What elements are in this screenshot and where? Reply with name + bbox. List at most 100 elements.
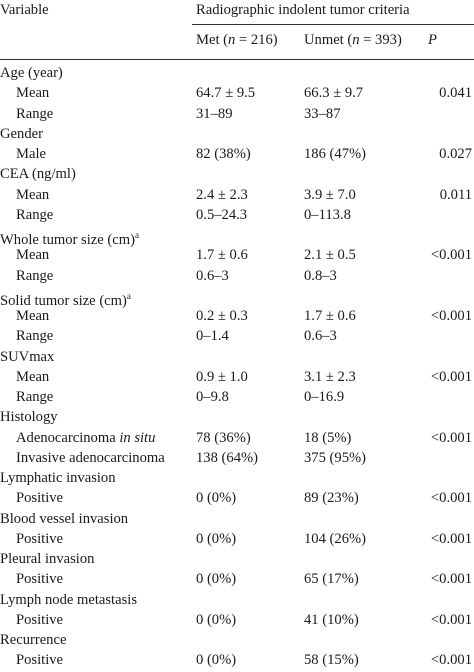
table-group-row: Histology (0, 407, 474, 429)
met-value: 0–1.4 (196, 328, 229, 345)
unmet-value: 2.1 ± 0.5 (304, 247, 356, 264)
met-value: 78 (36%) (196, 429, 251, 446)
p-value: <0.001 (430, 429, 472, 446)
row-label: Mean (16, 186, 50, 203)
p-value: <0.001 (430, 490, 472, 507)
table-row: Positive 0 (0%) 58 (15%) <0.001 (0, 650, 474, 672)
met-value: 0 (0%) (196, 652, 237, 669)
met-value: 0.5–24.3 (196, 206, 248, 223)
row-label: Positive (16, 611, 64, 628)
unmet-value: 186 (47%) (304, 146, 367, 162)
header-p: P (428, 32, 437, 48)
group-label: Solid tumor size (cm)a (0, 290, 131, 309)
table-group-row: Pleural invasion (0, 549, 474, 571)
p-value: <0.001 (430, 652, 472, 669)
group-label: CEA (ng/ml) (0, 166, 76, 183)
unmet-value: 18 (5%) (304, 429, 352, 446)
table-row: Mean 0.2 ± 0.3 1.7 ± 0.6 <0.001 (0, 306, 474, 328)
p-value: <0.001 (430, 368, 472, 385)
row-label: Male (16, 146, 46, 162)
unmet-value: 104 (26%) (304, 530, 367, 547)
header-group: Radiographic indolent tumor criteria (196, 2, 410, 18)
group-label: Pleural invasion (0, 551, 95, 567)
row-label: Range (16, 328, 54, 345)
header-group-rule (192, 24, 474, 25)
table-row: Range 0–9.8 0–16.9 (0, 387, 474, 409)
p-value: <0.001 (430, 308, 472, 324)
met-value: 0 (0%) (196, 571, 237, 588)
table-row: Range 0.5–24.3 0–113.8 (0, 205, 474, 227)
table-group-row: Age (year) (0, 63, 474, 85)
row-label: Range (16, 389, 54, 405)
row-label: Range (16, 105, 54, 122)
group-label: Gender (0, 125, 43, 142)
unmet-value: 0–16.9 (304, 389, 345, 405)
table-row: Positive 0 (0%) 65 (17%) <0.001 (0, 569, 474, 591)
table-group-row: Whole tumor size (cm)a (0, 225, 474, 248)
met-value: 2.4 ± 2.3 (196, 186, 248, 203)
header-unmet: Unmet (n = 393) (304, 32, 402, 48)
row-label: Mean (16, 368, 50, 385)
unmet-value: 0.8–3 (304, 267, 337, 284)
met-value: 31–89 (196, 105, 233, 122)
table-row: Positive 0 (0%) 89 (23%) <0.001 (0, 488, 474, 510)
group-label: Whole tumor size (cm)a (0, 230, 139, 248)
header-met: Met (n = 216) (196, 32, 278, 48)
unmet-value: 375 (95%) (304, 449, 367, 466)
row-label: Mean (16, 247, 50, 264)
row-label: Positive (16, 490, 64, 507)
header-variable: Variable (0, 2, 49, 18)
header-bottom-rule (0, 59, 474, 60)
unmet-value: 65 (17%) (304, 571, 359, 588)
p-value: 0.011 (439, 186, 472, 203)
p-value: <0.001 (430, 611, 472, 628)
row-label: Mean (16, 308, 50, 324)
met-value: 0 (0%) (196, 530, 237, 547)
met-value: 64.7 ± 9.5 (196, 85, 256, 102)
table-row: Mean 64.7 ± 9.5 66.3 ± 9.7 0.041 (0, 83, 474, 105)
table-row: Range 0–1.4 0.6–3 (0, 326, 474, 348)
table-group-row: Lymph node metastasis (0, 590, 474, 612)
met-value: 1.7 ± 0.6 (196, 247, 248, 264)
met-value: 0.2 ± 0.3 (196, 308, 248, 324)
unmet-value: 33–87 (304, 105, 341, 122)
row-label: Positive (16, 571, 64, 588)
row-label: Invasive adenocarcinoma (16, 449, 165, 466)
p-value: 0.027 (439, 146, 472, 162)
footnote-marker: a (126, 290, 131, 301)
table-row: Invasive adenocarcinoma 138 (64%) 375 (95%… (0, 448, 474, 470)
unmet-value: 66.3 ± 9.7 (304, 85, 364, 102)
p-value: <0.001 (430, 530, 472, 547)
table-group-row: Solid tumor size (cm)a (0, 286, 474, 309)
table-group-row: CEA (ng/ml) (0, 164, 474, 186)
met-value: 138 (64%) (196, 449, 259, 466)
unmet-value: 0–113.8 (304, 206, 351, 223)
p-value: <0.001 (430, 247, 472, 264)
table-group-row: Blood vessel invasion (0, 509, 474, 531)
table-row: Range 31–89 33–87 (0, 104, 474, 126)
unmet-value: 41 (10%) (304, 611, 359, 628)
row-label: Mean (16, 85, 50, 102)
group-label: Recurrence (0, 632, 67, 648)
group-label: Lymphatic invasion (0, 470, 116, 486)
group-label: SUVmax (0, 348, 55, 365)
p-value: 0.041 (439, 85, 472, 102)
met-value: 82 (38%) (196, 146, 251, 162)
unmet-value: 58 (15%) (304, 652, 359, 669)
table-row: Mean 2.4 ± 2.3 3.9 ± 7.0 0.011 (0, 185, 474, 207)
table-group-row: Gender (0, 124, 474, 146)
unmet-value: 1.7 ± 0.6 (304, 308, 356, 324)
row-label: Range (16, 267, 54, 284)
met-value: 0–9.8 (196, 389, 229, 405)
group-label: Lymph node metastasis (0, 591, 138, 608)
unmet-value: 0.6–3 (304, 328, 337, 345)
table-row: Range 0.6–3 0.8–3 (0, 266, 474, 288)
table-row: Male 82 (38%) 186 (47%) 0.027 (0, 144, 474, 166)
group-label: Blood vessel invasion (0, 510, 129, 527)
table-group-row: SUVmax (0, 347, 474, 369)
table-row: Mean 0.9 ± 1.0 3.1 ± 2.3 <0.001 (0, 367, 474, 389)
table-group-row: Recurrence (0, 630, 474, 652)
table-group-row: Lymphatic invasion (0, 468, 474, 490)
row-label: Positive (16, 652, 64, 669)
row-label: Range (16, 206, 54, 223)
